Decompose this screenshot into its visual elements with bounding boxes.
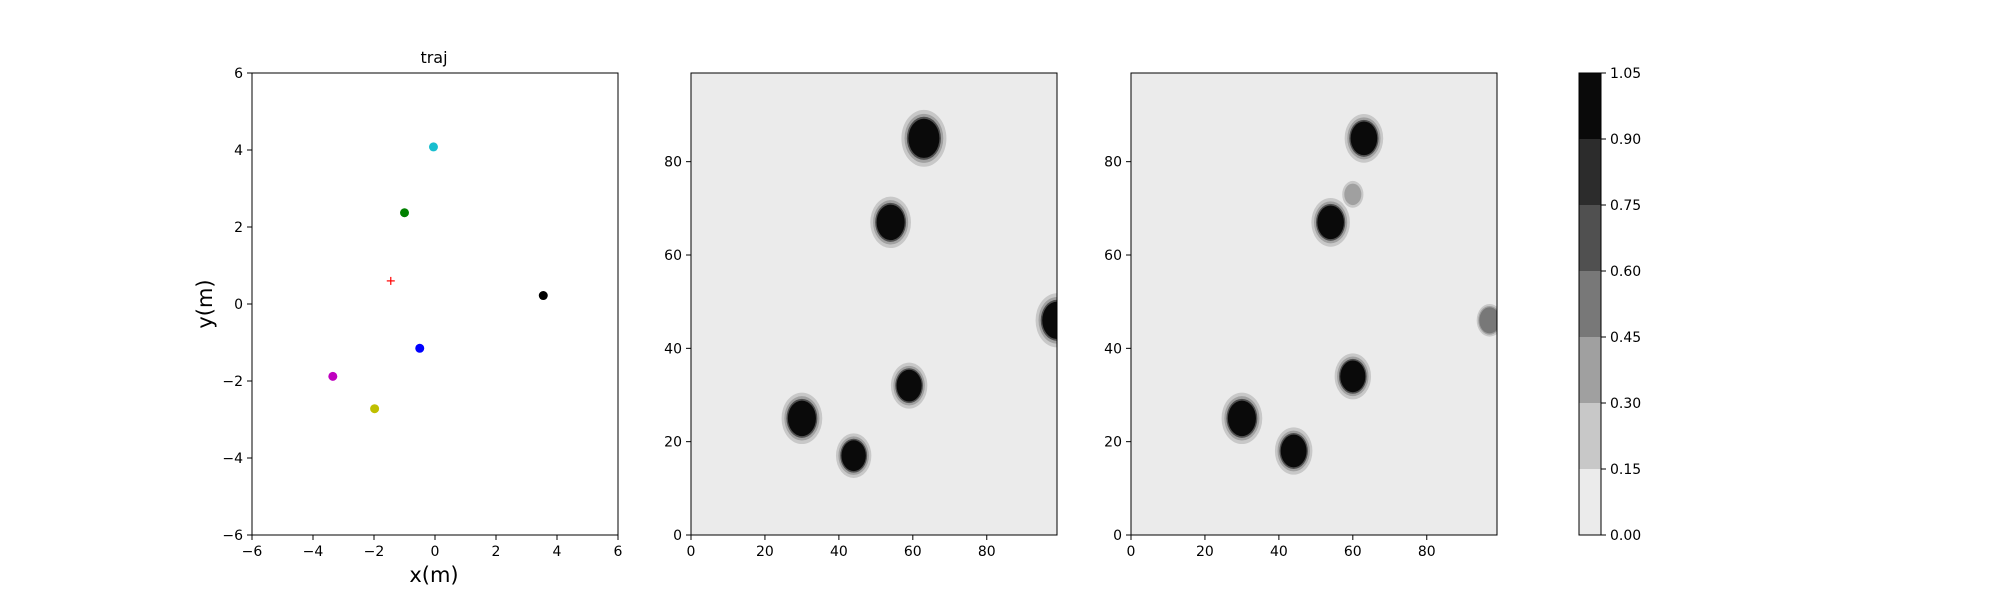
map2-x-tick-label: 0 [1127, 544, 1136, 560]
map2-blob [1221, 392, 1263, 445]
map1-blobs [781, 109, 1057, 478]
map1-y-tick-label: 20 [664, 435, 682, 451]
colorbar-tick-label: 0.00 [1610, 528, 1641, 544]
colorbar-band [1579, 337, 1601, 403]
map1-y-tick-label: 60 [664, 248, 682, 264]
occupancy-map-right: 0 20 40 60 80 0 20 40 60 80 [1104, 72, 1498, 560]
map1-blob [870, 196, 912, 249]
traj-x-tick-label: −6 [242, 544, 263, 560]
traj-y-axis-label: y(m) [193, 279, 217, 328]
map2-background [1131, 73, 1497, 535]
map2-x-tick-label: 60 [1344, 544, 1362, 560]
traj-point [328, 371, 338, 381]
colorbar-band [1579, 469, 1601, 535]
map1-blob [781, 392, 823, 445]
map2-blob [1344, 113, 1384, 163]
traj-x-axis-label: x(m) [409, 563, 458, 587]
traj-point [415, 343, 425, 353]
traj-y-tick-label: −4 [222, 451, 243, 467]
map2-x-tick-label: 40 [1270, 544, 1288, 560]
map1-x-tick-label: 20 [756, 544, 774, 560]
colorbar-frame [1578, 72, 1602, 536]
colorbar-band [1579, 73, 1601, 139]
colorbar-bands [1579, 73, 1601, 535]
occupancy-map-left: 0 20 40 60 80 0 20 40 60 80 [664, 72, 1058, 560]
colorbar-tick-label: 0.75 [1610, 198, 1641, 214]
map1-y-axis: 0 20 40 60 80 [664, 155, 691, 544]
traj-point-plus [386, 276, 395, 285]
traj-x-axis: −6 −4 −2 0 2 4 6 [242, 535, 623, 560]
map2-y-tick-label: 80 [1104, 155, 1122, 171]
map2-blob [1340, 178, 1366, 210]
map2-y-tick-label: 0 [1113, 528, 1122, 544]
map1-blob [890, 362, 928, 409]
map1-x-tick-label: 40 [830, 544, 848, 560]
traj-x-tick-label: 2 [492, 544, 501, 560]
map2-blob [1311, 197, 1350, 247]
colorbar-ticks: 0.00 0.15 0.30 0.45 0.60 0.75 0.90 1.05 [1601, 66, 1641, 544]
traj-x-tick-label: −2 [364, 544, 385, 560]
map2-y-axis: 0 20 40 60 80 [1104, 155, 1131, 544]
traj-y-tick-label: 4 [234, 143, 243, 159]
map2-x-axis: 0 20 40 60 80 [1127, 535, 1436, 560]
traj-point [538, 291, 548, 301]
traj-x-tick-label: 0 [431, 544, 440, 560]
colorbar-band [1579, 403, 1601, 469]
colorbar-tick-label: 0.15 [1610, 462, 1641, 478]
traj-y-tick-label: 0 [234, 297, 243, 313]
traj-x-tick-label: −4 [303, 544, 324, 560]
colorbar-band [1579, 205, 1601, 271]
colorbar-tick-label: 0.60 [1610, 264, 1641, 280]
traj-y-axis: −6 −4 −2 0 2 4 6 [222, 66, 252, 544]
map1-y-tick-label: 40 [664, 341, 682, 357]
map1-blob [835, 433, 872, 478]
map2-y-tick-label: 60 [1104, 248, 1122, 264]
map1-blob [901, 109, 947, 167]
map1-x-tick-label: 0 [687, 544, 696, 560]
map2-y-tick-label: 20 [1104, 435, 1122, 451]
map2-x-tick-label: 80 [1418, 544, 1436, 560]
colorbar-band [1579, 139, 1601, 205]
traj-y-tick-label: 6 [234, 66, 243, 82]
colorbar-tick-label: 0.30 [1610, 396, 1641, 412]
traj-title: traj [420, 48, 447, 67]
map2-blobs [1221, 113, 1497, 475]
traj-points [328, 142, 548, 414]
map1-y-tick-label: 0 [673, 528, 682, 544]
map2-blob [1474, 301, 1497, 340]
map1-blob [1035, 293, 1057, 348]
colorbar-band [1579, 271, 1601, 337]
traj-y-tick-label: −6 [222, 528, 243, 544]
traj-y-tick-label: −2 [222, 374, 243, 390]
map2-y-tick-label: 40 [1104, 341, 1122, 357]
colorbar: 0.00 0.15 0.30 0.45 0.60 0.75 0.90 1.05 [1578, 66, 1641, 544]
traj-x-tick-label: 6 [614, 544, 623, 560]
trajectory-scatter-plot: traj −6 −4 −2 0 2 4 6 −6 −4 −2 0 2 4 6 x(m) y(m) [193, 48, 623, 587]
map2-x-tick-label: 20 [1196, 544, 1214, 560]
traj-y-tick-label: 2 [234, 220, 243, 236]
map1-clip [691, 73, 1057, 535]
map1-y-tick-label: 80 [664, 155, 682, 171]
map1-background [691, 73, 1057, 535]
map1-x-tick-label: 80 [978, 544, 996, 560]
colorbar-tick-label: 0.90 [1610, 132, 1641, 148]
traj-x-tick-label: 4 [553, 544, 562, 560]
map1-x-axis: 0 20 40 60 80 [687, 535, 996, 560]
map2-blob [1274, 427, 1313, 475]
traj-point [428, 142, 438, 152]
map1-x-tick-label: 60 [904, 544, 922, 560]
map2-blob [1334, 353, 1372, 400]
traj-point [400, 208, 409, 218]
colorbar-tick-label: 0.45 [1610, 330, 1641, 346]
map2-clip [1131, 73, 1497, 535]
traj-point [370, 404, 380, 414]
map1-axes-frame [690, 72, 1058, 536]
map2-axes-frame [1130, 72, 1498, 536]
colorbar-tick-label: 1.05 [1610, 66, 1641, 82]
